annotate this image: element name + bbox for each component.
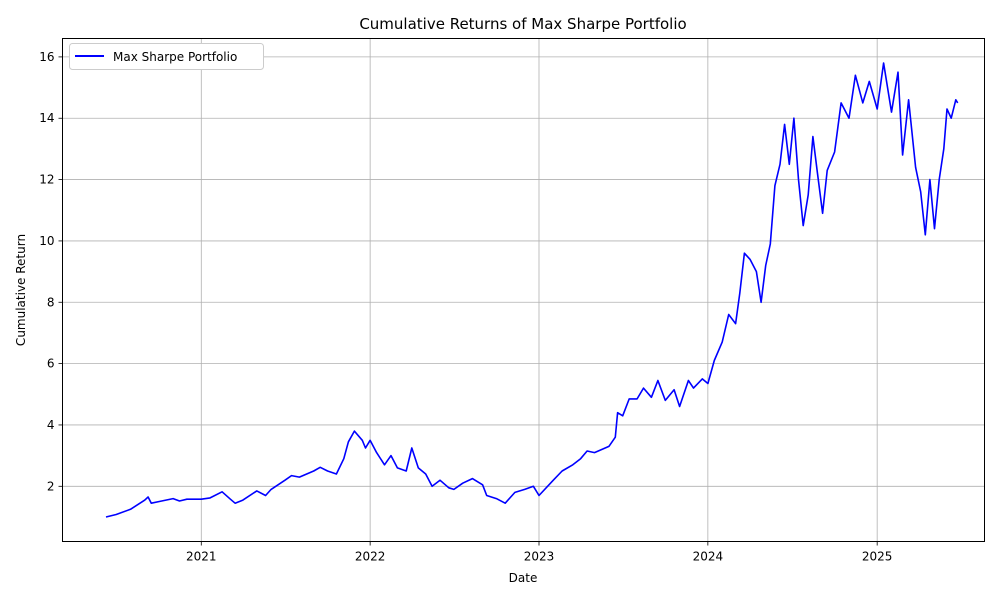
legend-box [69, 43, 264, 70]
x-tick-label: 2023 [524, 550, 555, 564]
ticks: 2021 2022 2023 2024 2025 2 4 6 8 10 12 14 16 [39, 50, 892, 564]
y-tick-label: 4 [47, 418, 55, 432]
plot-frame [62, 38, 985, 542]
y-tick-label: 10 [39, 234, 54, 248]
y-tick-label: 14 [39, 111, 54, 125]
x-tick-label: 2025 [862, 550, 893, 564]
legend: Max Sharpe Portfolio [69, 43, 264, 70]
chart-title: Cumulative Returns of Max Sharpe Portfol… [359, 15, 686, 33]
series-line [105, 62, 959, 518]
y-tick-label: 6 [47, 357, 55, 371]
legend-label: Max Sharpe Portfolio [113, 50, 237, 64]
x-axis-title: Date [509, 571, 538, 585]
x-tick-label: 2022 [355, 550, 386, 564]
y-tick-label: 8 [47, 295, 55, 309]
data-layer [105, 62, 959, 518]
y-axis-title: Cumulative Return [14, 234, 28, 346]
y-tick-label: 12 [39, 173, 54, 187]
y-tick-label: 2 [47, 479, 55, 493]
x-tick-label: 2024 [693, 550, 724, 564]
x-tick-label: 2021 [186, 550, 217, 564]
grid [62, 38, 985, 542]
y-tick-label: 16 [39, 50, 54, 64]
